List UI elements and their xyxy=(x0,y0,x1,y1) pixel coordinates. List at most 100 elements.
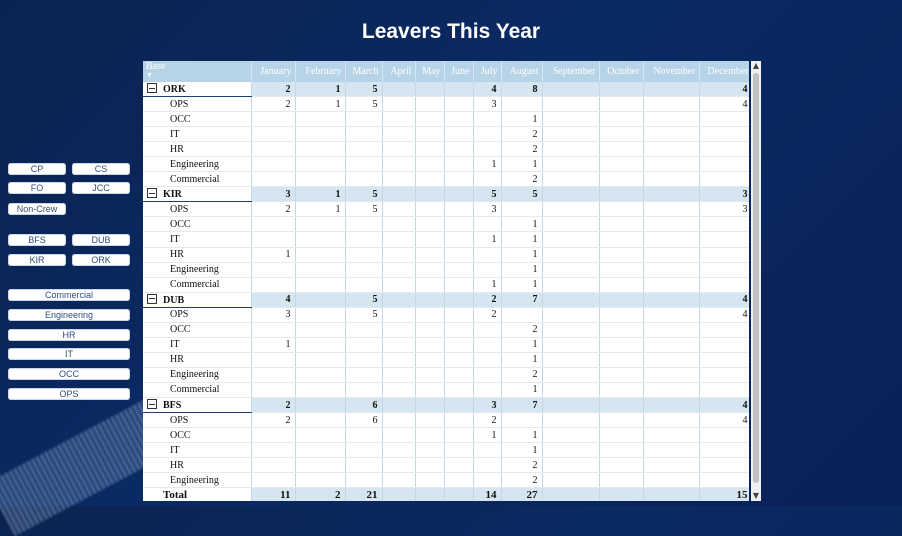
column-header-base[interactable]: Base ▼ xyxy=(143,61,252,82)
value-cell xyxy=(295,367,346,383)
value-cell: 1 xyxy=(501,277,543,293)
value-cell xyxy=(444,322,474,338)
column-header-month[interactable]: January xyxy=(251,61,296,82)
scroll-down-icon[interactable]: ▼ xyxy=(752,491,760,500)
value-cell xyxy=(444,412,474,429)
collapse-icon[interactable] xyxy=(147,293,157,304)
row-label-text: Commercial xyxy=(170,279,220,291)
value-cell: 1 xyxy=(295,96,346,113)
column-header-month[interactable]: September xyxy=(542,61,600,82)
slicer-jcc-button[interactable]: JCC xyxy=(72,182,130,194)
slicer-fo-button[interactable]: FO xyxy=(8,182,66,194)
value-cell xyxy=(542,412,600,429)
value-cell xyxy=(251,442,296,459)
value-cell: 2 xyxy=(473,307,502,323)
slicer-cp-button[interactable]: CP xyxy=(8,163,66,175)
column-header-month[interactable]: June xyxy=(444,61,474,82)
value-cell: 3 xyxy=(473,397,502,414)
value-cell: 8 xyxy=(501,82,543,98)
column-header-month[interactable]: October xyxy=(599,61,644,82)
value-cell xyxy=(251,352,296,368)
collapse-icon[interactable] xyxy=(147,399,157,409)
value-cell xyxy=(382,186,416,203)
slicer-non-crew-button[interactable]: Non-Crew xyxy=(8,203,66,215)
value-cell: 5 xyxy=(345,201,383,218)
value-cell xyxy=(599,111,644,128)
collapse-icon[interactable] xyxy=(147,83,157,94)
value-cell: 4 xyxy=(699,307,749,323)
value-cell xyxy=(444,277,474,293)
value-cell xyxy=(599,277,644,293)
value-cell xyxy=(643,156,700,173)
slicer-ork-button[interactable]: ORK xyxy=(72,254,130,266)
value-cell: 2 xyxy=(501,457,543,474)
value-cell xyxy=(295,111,346,128)
slicer-kir-button[interactable]: KIR xyxy=(8,254,66,266)
value-cell xyxy=(345,442,383,459)
value-cell xyxy=(295,307,346,323)
value-cell xyxy=(415,231,445,248)
row-label[interactable]: KIR xyxy=(143,186,252,203)
table-row: Engineering 1 xyxy=(143,262,749,278)
collapse-icon[interactable] xyxy=(147,188,157,199)
row-label[interactable]: ORK xyxy=(143,82,252,98)
row-label[interactable]: DUB xyxy=(143,292,252,308)
row-label-text: HR xyxy=(170,459,184,471)
value-cell xyxy=(643,382,700,398)
value-cell xyxy=(542,216,600,233)
slicer-it-button[interactable]: IT xyxy=(8,348,130,360)
value-cell xyxy=(415,186,445,203)
value-cell xyxy=(295,126,346,143)
value-cell xyxy=(345,352,383,368)
slicer-ops-button[interactable]: OPS xyxy=(8,388,130,400)
slicer-engineering-button[interactable]: Engineering xyxy=(8,309,130,321)
group-row: DUB 4 5 2 7 4 xyxy=(143,292,749,308)
row-label-text: OPS xyxy=(170,203,189,215)
value-cell xyxy=(473,171,502,188)
slicer-hr-button[interactable]: HR xyxy=(8,329,130,341)
value-cell: 3 xyxy=(473,201,502,218)
value-cell xyxy=(444,231,474,248)
value-cell xyxy=(415,96,445,113)
column-header-month[interactable]: December xyxy=(699,61,749,82)
value-cell: 2 xyxy=(251,82,296,98)
slicer-commercial-button[interactable]: Commercial xyxy=(8,289,130,301)
column-header-month[interactable]: April xyxy=(382,61,416,82)
value-cell: 1 xyxy=(501,247,543,263)
value-cell xyxy=(415,156,445,173)
slicer-occ-button[interactable]: OCC xyxy=(8,368,130,380)
value-cell xyxy=(542,322,600,338)
scroll-thumb[interactable] xyxy=(753,73,759,483)
column-header-month[interactable]: March xyxy=(345,61,383,82)
column-header-month[interactable]: November xyxy=(643,61,700,82)
value-cell xyxy=(542,352,600,368)
row-label-text: OCC xyxy=(170,113,191,125)
slicer-bfs-button[interactable]: BFS xyxy=(8,234,66,246)
table-row: OCC 1 xyxy=(143,216,749,233)
value-cell: 3 xyxy=(699,201,749,218)
value-cell xyxy=(699,111,749,128)
value-cell xyxy=(542,201,600,218)
value-cell: 1 xyxy=(251,337,296,353)
row-label[interactable]: BFS xyxy=(143,397,252,414)
value-cell xyxy=(473,322,502,338)
column-header-month[interactable]: July xyxy=(473,61,502,82)
slicer-cs-button[interactable]: CS xyxy=(72,163,130,175)
column-header-month[interactable]: August xyxy=(501,61,543,82)
value-cell: 5 xyxy=(345,307,383,323)
value-cell xyxy=(444,352,474,368)
value-cell xyxy=(643,277,700,293)
sort-down-icon[interactable]: ▼ xyxy=(146,71,153,79)
scroll-up-icon[interactable]: ▲ xyxy=(752,61,760,70)
column-header-month[interactable]: May xyxy=(415,61,445,82)
vertical-scrollbar[interactable]: ▲ ▼ xyxy=(751,61,761,501)
row-label-text: OCC xyxy=(170,218,191,230)
leavers-matrix: Base ▼ January February March April May June J… xyxy=(143,61,749,501)
column-header-month[interactable]: February xyxy=(295,61,346,82)
slicer-dub-button[interactable]: DUB xyxy=(72,234,130,246)
value-cell: 1 xyxy=(501,337,543,353)
value-cell xyxy=(345,262,383,278)
value-cell xyxy=(444,487,474,501)
value-cell xyxy=(382,382,416,398)
table-row: OPS 2 6 2 4 xyxy=(143,412,749,429)
